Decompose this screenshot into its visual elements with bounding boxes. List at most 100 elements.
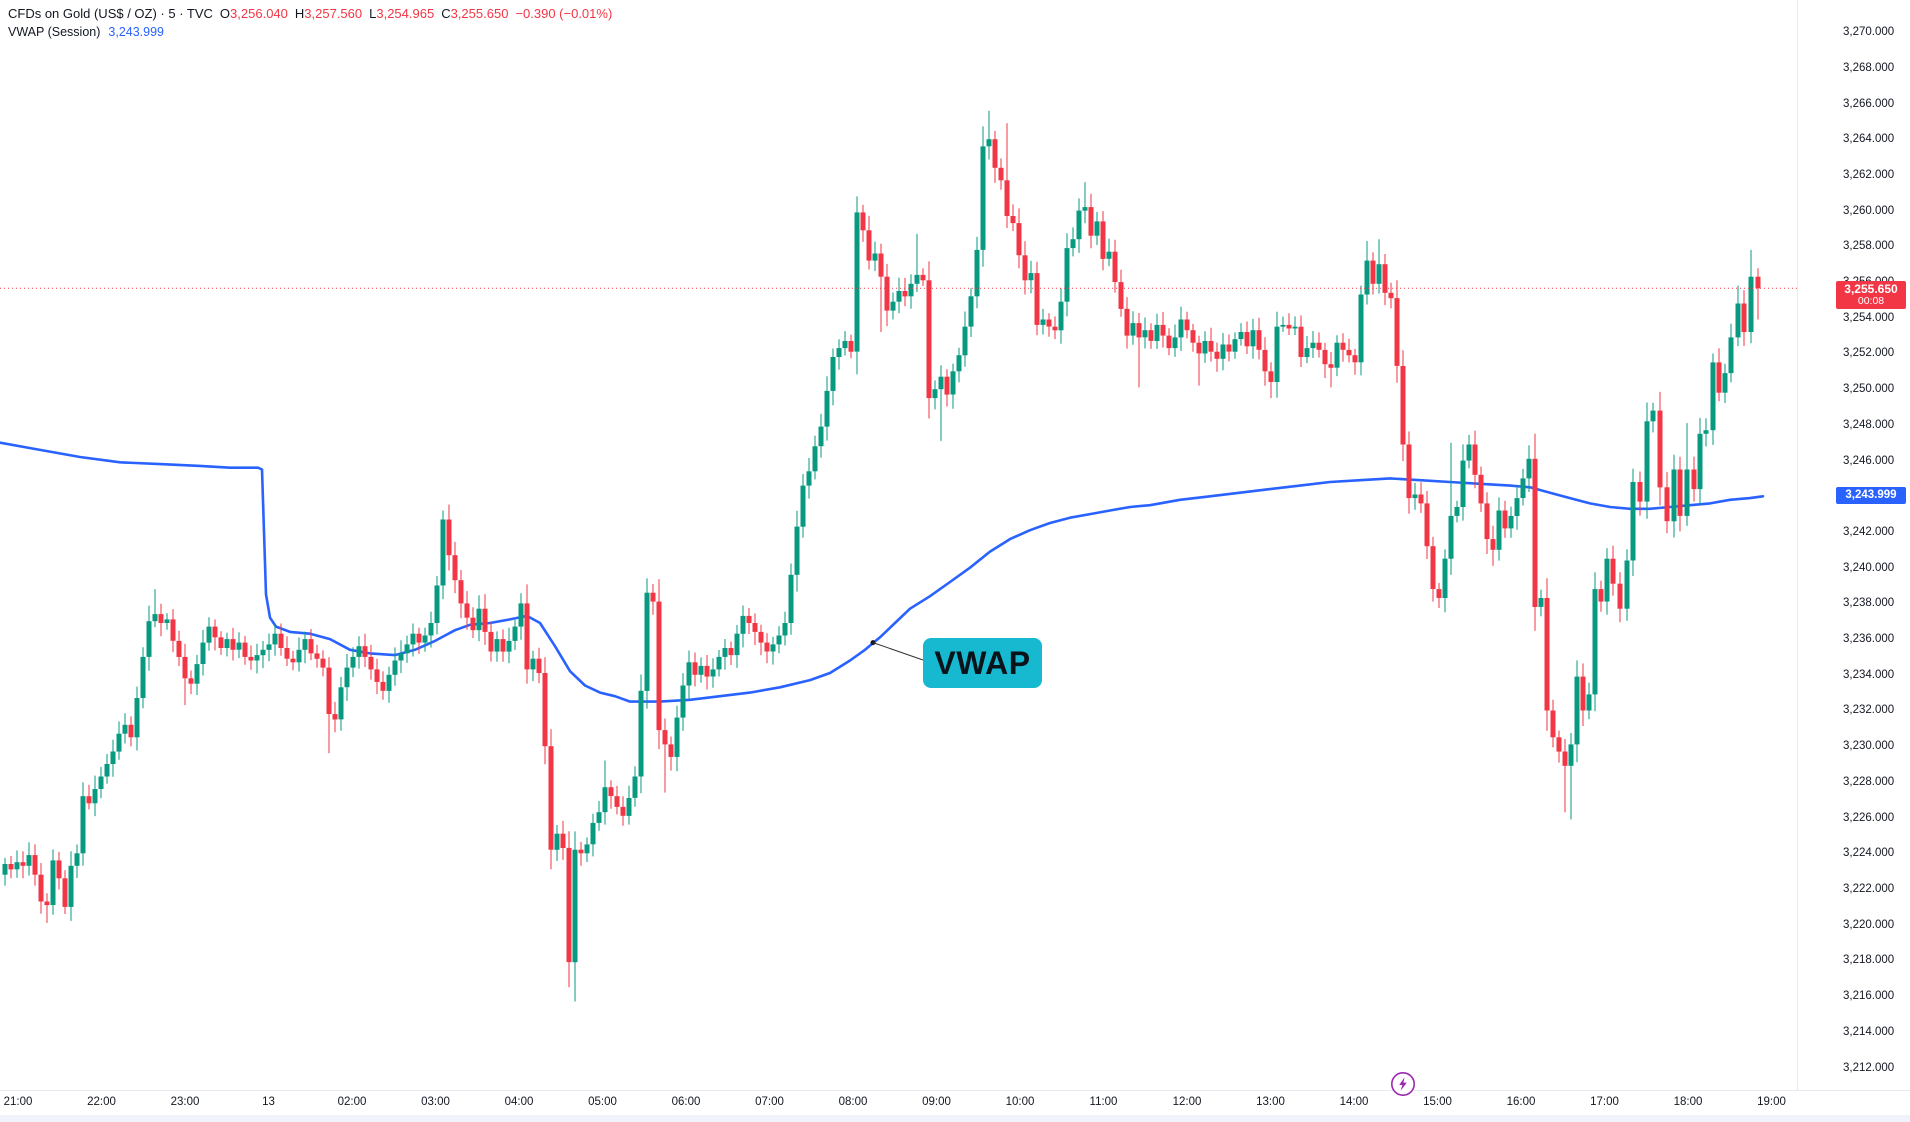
candle	[386, 674, 392, 691]
candle	[1664, 487, 1670, 522]
market-status-lightning-icon[interactable]	[1389, 1070, 1417, 1098]
vwap-price-label: 3,243.999	[1836, 487, 1906, 504]
indicator-value: 3,243.999	[108, 25, 164, 39]
candle	[1637, 482, 1643, 502]
candle	[950, 371, 956, 395]
candle	[1502, 510, 1508, 529]
candle	[998, 167, 1004, 181]
time-tick-label: 08:00	[838, 1096, 868, 1108]
candle	[1556, 737, 1562, 752]
candle	[410, 633, 416, 645]
price-tick-label: 3,222.000	[1843, 883, 1895, 895]
candle	[1250, 330, 1256, 347]
price-tick-label: 3,242.000	[1843, 526, 1895, 538]
candle	[374, 669, 380, 682]
indicator-name[interactable]: VWAP (Session)	[8, 25, 101, 39]
candle	[254, 655, 260, 661]
candle	[1088, 207, 1094, 236]
candle	[620, 806, 626, 816]
candle	[794, 526, 800, 575]
candle	[524, 603, 530, 670]
candle	[44, 901, 50, 906]
symbol-title[interactable]: CFDs on Gold (US$ / OZ) · 5 · TVC	[8, 6, 213, 21]
candle	[494, 639, 500, 652]
candle	[848, 341, 854, 352]
price-tick-label: 3,252.000	[1843, 347, 1895, 359]
candle	[464, 603, 470, 618]
candle	[362, 646, 368, 657]
candle	[1220, 344, 1226, 359]
candle	[350, 656, 356, 668]
candle	[1292, 326, 1298, 329]
candle	[500, 639, 506, 652]
candle	[1046, 319, 1052, 327]
candle	[704, 665, 710, 677]
candle	[512, 626, 518, 641]
time-tick-label: 04:00	[504, 1096, 534, 1108]
price-tick-label: 3,264.000	[1843, 133, 1895, 145]
candle	[1400, 366, 1406, 445]
candle	[1358, 294, 1364, 363]
candle	[272, 633, 278, 645]
price-tick-label: 3,246.000	[1843, 455, 1895, 467]
candle	[1741, 303, 1747, 333]
time-tick-label: 03:00	[421, 1096, 450, 1108]
candle	[734, 633, 740, 656]
legend-indicator-row[interactable]: VWAP (Session) 3,243.999	[8, 23, 612, 41]
candle	[212, 626, 218, 638]
candle	[956, 355, 962, 372]
candle	[1208, 341, 1214, 352]
time-tick-label: 15:00	[1423, 1096, 1452, 1108]
legend-symbol-row[interactable]: CFDs on Gold (US$ / OZ) · 5 · TVC O3,256.…	[8, 5, 612, 23]
candle	[1394, 298, 1400, 366]
candle	[776, 635, 782, 645]
time-tick-label: 14:00	[1339, 1096, 1369, 1108]
candle	[242, 642, 248, 657]
candle	[806, 471, 812, 486]
candle	[1148, 330, 1154, 341]
candle	[1244, 332, 1250, 347]
candle	[278, 633, 284, 648]
candle	[284, 648, 290, 659]
price-tick-label: 3,212.000	[1843, 1062, 1895, 1074]
candle	[1064, 248, 1070, 302]
legend: CFDs on Gold (US$ / OZ) · 5 · TVC O3,256.…	[8, 5, 612, 41]
candle	[1710, 362, 1716, 431]
vwap-annotation-label[interactable]: VWAP	[923, 638, 1042, 688]
candle	[1346, 349, 1352, 356]
candle	[182, 656, 188, 679]
candle	[722, 648, 728, 657]
candle	[368, 656, 374, 670]
candlestick-series[interactable]	[2, 110, 1761, 1002]
candle	[1448, 515, 1454, 559]
time-tick-label: 12:00	[1172, 1096, 1202, 1108]
candle	[56, 860, 62, 879]
candle	[404, 644, 410, 654]
candle	[1514, 498, 1520, 516]
candle	[1650, 410, 1656, 422]
candle	[104, 764, 110, 777]
candle	[716, 656, 722, 670]
candle	[1684, 469, 1690, 516]
candle	[1190, 330, 1196, 343]
price-tick-label: 3,230.000	[1843, 740, 1895, 752]
price-axis-border	[1797, 0, 1798, 1090]
candle	[1424, 503, 1430, 547]
candle	[680, 685, 686, 718]
price-tick-label: 3,228.000	[1843, 776, 1895, 788]
candle	[1010, 216, 1016, 224]
candle	[1520, 478, 1526, 498]
time-axis-border	[0, 1090, 1910, 1091]
time-tick-label: 23:00	[170, 1096, 200, 1108]
candle	[914, 274, 920, 284]
candle	[380, 681, 386, 691]
candle	[1256, 330, 1262, 350]
vwap-line[interactable]	[0, 441, 1765, 703]
candle	[1478, 474, 1484, 504]
candle	[452, 555, 458, 581]
candle	[200, 642, 206, 664]
candle	[170, 619, 176, 641]
candle	[692, 662, 698, 675]
candle	[1058, 301, 1064, 331]
